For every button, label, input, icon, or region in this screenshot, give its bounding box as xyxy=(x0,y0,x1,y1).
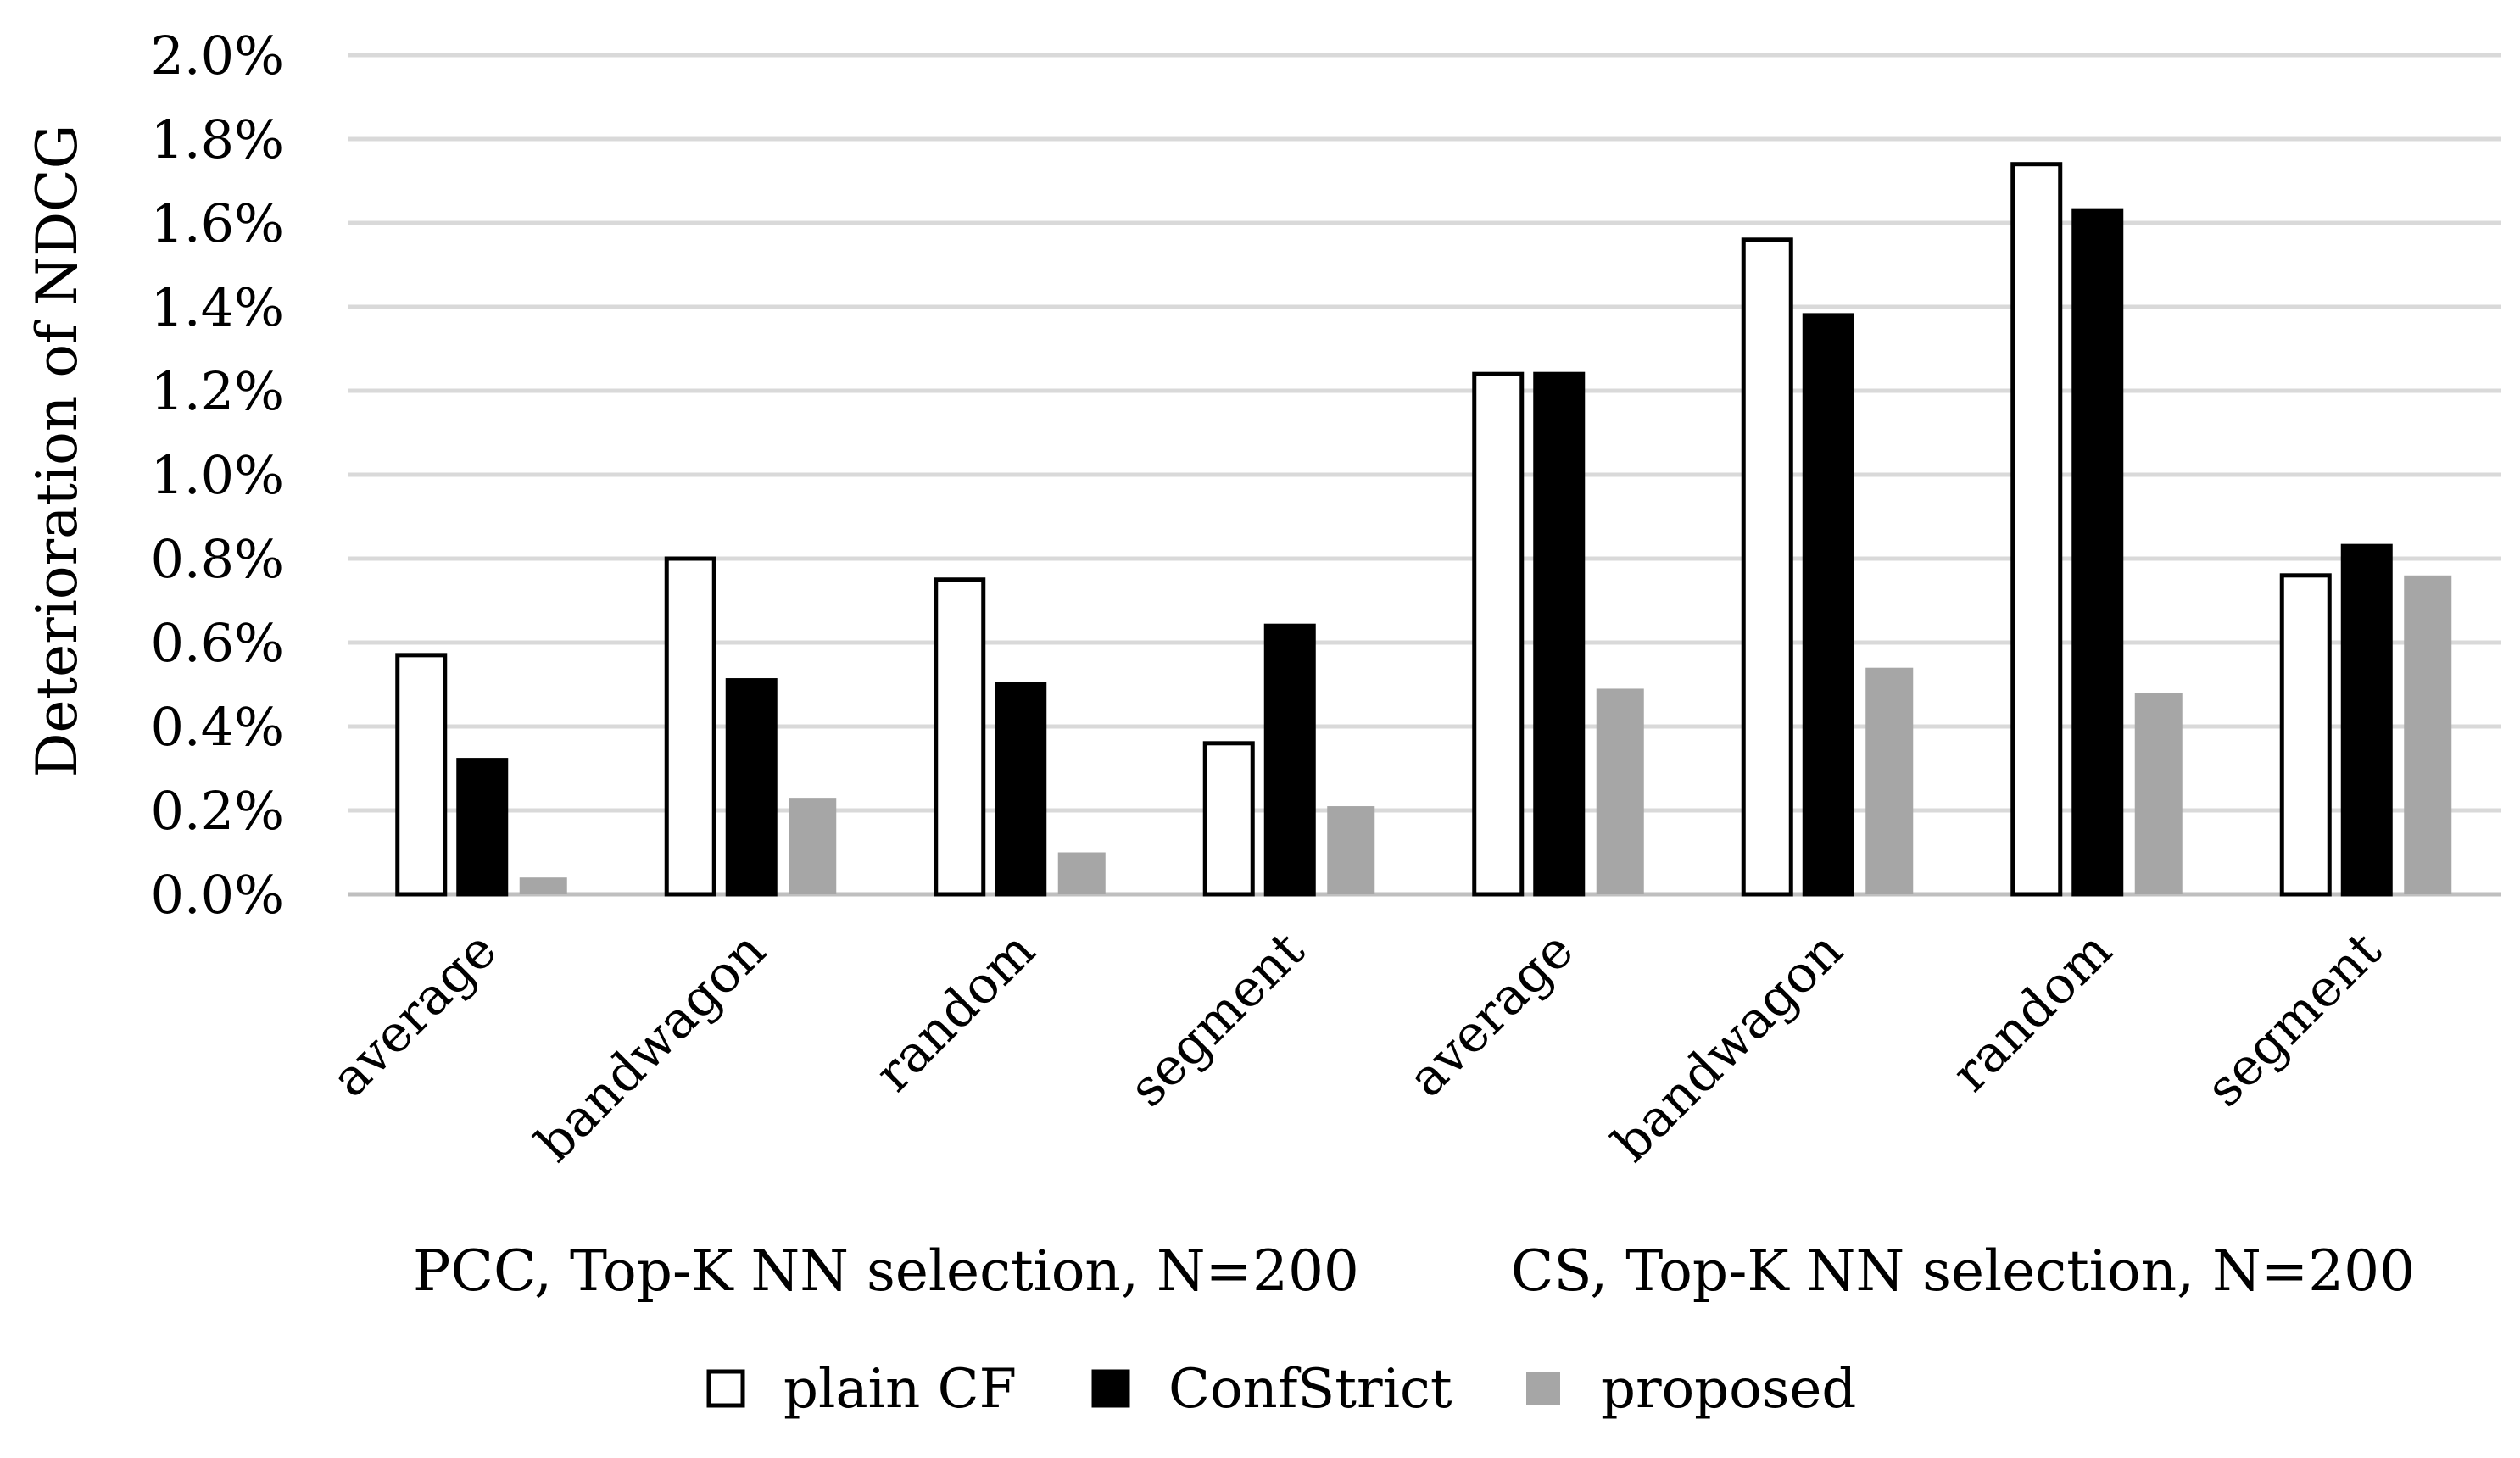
category-label: average xyxy=(1397,921,1586,1109)
bar-plain-cf xyxy=(2279,573,2332,897)
bar-proposed xyxy=(1327,806,1375,894)
y-tick-label: 1.4% xyxy=(150,276,284,338)
bar-plain-cf xyxy=(1202,741,1255,897)
y-axis-label: Deterioration of NDCG xyxy=(25,125,90,778)
legend-swatch xyxy=(706,1369,745,1408)
y-tick-label: 0.6% xyxy=(150,612,284,674)
category-label: average xyxy=(321,921,509,1109)
category-labels: average bandwagon random segment average band… xyxy=(321,921,2393,1173)
legend-swatch xyxy=(1526,1372,1560,1405)
bar-plain-cf xyxy=(664,556,716,897)
category-label: bandwagon xyxy=(1602,921,1854,1173)
bar-plain-cf xyxy=(395,653,448,897)
group-label: PCC, Top-K NN selection, N=200 xyxy=(413,1238,1359,1304)
bar-confstrict xyxy=(1802,313,1854,897)
y-tick-label: 0.8% xyxy=(150,528,284,590)
category-label: random xyxy=(864,921,1046,1103)
bar-proposed xyxy=(1596,688,1644,894)
category-label: segment xyxy=(2195,921,2393,1118)
y-tick-label: 1.8% xyxy=(150,109,284,170)
bar-proposed xyxy=(2404,575,2452,894)
bar-proposed xyxy=(1865,667,1914,894)
y-tick-label: 1.2% xyxy=(150,360,284,422)
bar-plain-cf xyxy=(1741,237,1793,897)
y-tick-label: 0.2% xyxy=(150,780,284,842)
bar-proposed xyxy=(1057,852,1106,894)
y-tick-label: 1.0% xyxy=(150,444,284,506)
bar-confstrict xyxy=(1263,623,1316,897)
bar-proposed xyxy=(519,877,567,894)
bar-plain-cf xyxy=(2010,162,2063,897)
y-tick-label: 1.6% xyxy=(150,192,284,254)
category-label: bandwagon xyxy=(525,921,778,1173)
y-tick-label: 0.0% xyxy=(150,864,284,926)
group-labels: PCC, Top-K NN selection, N=200 CS, Top-K … xyxy=(413,1238,2415,1304)
legend-label: proposed xyxy=(1601,1358,1856,1421)
legend-label: plain CF xyxy=(783,1358,1017,1421)
legend-label: ConfStrict xyxy=(1168,1358,1452,1421)
bar-confstrict xyxy=(2340,543,2393,897)
bar-confstrict xyxy=(725,678,778,897)
legend-swatch xyxy=(1091,1369,1130,1408)
legend: plain CF ConfStrict proposed xyxy=(706,1358,1856,1421)
bar-proposed xyxy=(789,798,837,894)
bar-confstrict xyxy=(995,682,1047,897)
category-label: random xyxy=(1941,921,2123,1103)
bar-proposed xyxy=(2134,693,2183,894)
category-label: segment xyxy=(1118,921,1316,1118)
bar-plain-cf xyxy=(934,577,986,897)
bar-confstrict xyxy=(2071,208,2124,897)
group-label: CS, Top-K NN selection, N=200 xyxy=(1511,1238,2415,1304)
bar-confstrict xyxy=(1533,371,1586,897)
y-axis-tick-labels: 0.0% 0.2% 0.4% 0.6% 0.8% 1.0% 1.2% 1.4% 1.6% 1.8%… xyxy=(150,25,284,926)
bar-plain-cf xyxy=(1472,371,1525,897)
bar-confstrict xyxy=(456,758,509,897)
bars xyxy=(395,162,2452,897)
y-tick-label: 2.0% xyxy=(150,25,284,86)
y-tick-label: 0.4% xyxy=(150,696,284,758)
